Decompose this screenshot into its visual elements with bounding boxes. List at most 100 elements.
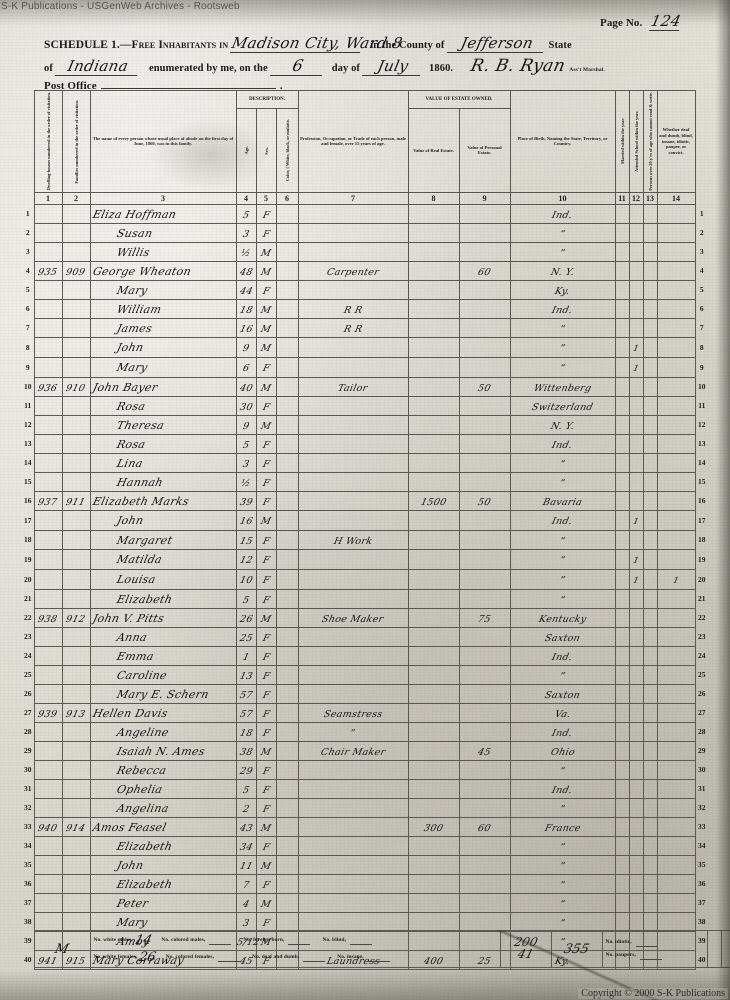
cell-illiterate[interactable] xyxy=(642,835,658,856)
cell-sex[interactable]: F xyxy=(255,471,277,492)
cell-age[interactable]: ½ xyxy=(235,241,257,262)
cell-sex[interactable]: F xyxy=(255,797,277,818)
cell-personal-estate[interactable] xyxy=(458,873,511,894)
cell-sex[interactable]: F xyxy=(255,356,277,378)
cell-married[interactable] xyxy=(614,336,630,358)
cell-school[interactable] xyxy=(628,911,644,932)
cell-married[interactable] xyxy=(614,414,630,435)
cell-dwelling[interactable] xyxy=(33,241,63,262)
cell-sex[interactable]: F xyxy=(255,568,277,590)
cell-color[interactable] xyxy=(275,433,299,454)
cell-school[interactable] xyxy=(628,241,644,262)
cell-family[interactable] xyxy=(61,336,91,358)
cell-family[interactable] xyxy=(61,911,91,932)
cell-illiterate[interactable] xyxy=(642,740,658,761)
cell-school[interactable] xyxy=(628,664,644,685)
cell-name[interactable]: Mary xyxy=(89,911,237,932)
cell-real-estate[interactable] xyxy=(407,854,460,875)
cell-age[interactable]: 16 xyxy=(235,317,257,338)
cell-personal-estate[interactable]: 60 xyxy=(458,816,511,837)
cell-birthplace[interactable]: ” xyxy=(509,797,616,818)
cell-married[interactable] xyxy=(614,797,630,818)
cell-name[interactable]: Emma xyxy=(89,645,237,666)
cell-age[interactable]: 39 xyxy=(235,490,257,511)
cell-school[interactable] xyxy=(628,721,644,742)
cell-dwelling[interactable] xyxy=(33,433,63,454)
cell-dwelling[interactable] xyxy=(33,645,63,666)
cell-name[interactable]: Angelina xyxy=(89,797,237,818)
cell-color[interactable] xyxy=(275,490,299,511)
cell-occupation[interactable] xyxy=(297,222,409,243)
table-row[interactable]: 4 935 909 George Wheaton 48 M Carpenter 60 N. Y.… xyxy=(22,260,708,281)
cell-occupation[interactable] xyxy=(297,241,409,262)
cell-sex[interactable]: F xyxy=(255,778,277,799)
cell-birthplace[interactable]: ” xyxy=(509,588,616,609)
cell-color[interactable] xyxy=(275,683,299,704)
cell-illiterate[interactable] xyxy=(642,626,658,647)
cell-color[interactable] xyxy=(275,797,299,818)
cell-occupation[interactable] xyxy=(297,395,409,416)
cell-color[interactable] xyxy=(275,509,299,531)
cell-sex[interactable]: M xyxy=(255,509,277,531)
cell-color[interactable] xyxy=(275,548,299,570)
cell-infirmity[interactable] xyxy=(656,241,696,262)
cell-married[interactable] xyxy=(614,279,630,300)
cell-infirmity[interactable] xyxy=(656,222,696,243)
table-row[interactable]: 17 John 16 M Ind. 1 17 xyxy=(22,509,708,531)
cell-birthplace[interactable]: ” xyxy=(509,835,616,856)
cell-age[interactable]: 9 xyxy=(235,414,257,435)
cell-family[interactable] xyxy=(61,797,91,818)
cell-name[interactable]: Susan xyxy=(89,222,237,243)
cell-age[interactable]: 29 xyxy=(235,759,257,780)
cell-name[interactable]: Lina xyxy=(89,452,237,473)
cell-dwelling[interactable] xyxy=(33,568,63,590)
cell-illiterate[interactable] xyxy=(642,222,658,243)
cell-sex[interactable]: F xyxy=(255,702,277,723)
cell-occupation[interactable] xyxy=(297,588,409,609)
cell-name[interactable]: Elizabeth Marks xyxy=(89,490,237,511)
cell-dwelling[interactable] xyxy=(33,778,63,799)
cell-sex[interactable]: F xyxy=(255,222,277,243)
cell-sex[interactable]: F xyxy=(255,683,277,704)
cell-illiterate[interactable] xyxy=(642,203,658,224)
cell-occupation[interactable] xyxy=(297,471,409,492)
cell-personal-estate[interactable] xyxy=(458,797,511,818)
table-row[interactable]: 21 Elizabeth 5 F ” 21 xyxy=(22,588,708,609)
cell-sex[interactable]: F xyxy=(255,588,277,609)
cell-name[interactable]: John xyxy=(89,336,237,358)
cell-school[interactable] xyxy=(628,490,644,511)
cell-real-estate[interactable] xyxy=(407,241,460,262)
cell-illiterate[interactable] xyxy=(642,778,658,799)
cell-personal-estate[interactable] xyxy=(458,759,511,780)
cell-age[interactable]: 13 xyxy=(235,664,257,685)
cell-family[interactable] xyxy=(61,759,91,780)
cell-real-estate[interactable] xyxy=(407,260,460,281)
cell-real-estate[interactable] xyxy=(407,298,460,319)
cell-infirmity[interactable] xyxy=(656,854,696,875)
cell-color[interactable] xyxy=(275,568,299,590)
cell-illiterate[interactable] xyxy=(642,241,658,262)
cell-real-estate[interactable] xyxy=(407,740,460,761)
cell-occupation[interactable] xyxy=(297,626,409,647)
cell-infirmity[interactable] xyxy=(656,816,696,837)
cell-color[interactable] xyxy=(275,835,299,856)
cell-real-estate[interactable] xyxy=(407,797,460,818)
cell-school[interactable] xyxy=(628,740,644,761)
cell-dwelling[interactable] xyxy=(33,588,63,609)
cell-age[interactable]: 5 xyxy=(235,778,257,799)
cell-birthplace[interactable]: ” xyxy=(509,317,616,338)
cell-age[interactable]: 16 xyxy=(235,509,257,531)
cell-age[interactable]: 5 xyxy=(235,588,257,609)
cell-occupation[interactable] xyxy=(297,414,409,435)
cell-age[interactable]: 44 xyxy=(235,279,257,300)
cell-color[interactable] xyxy=(275,645,299,666)
cell-age[interactable]: 18 xyxy=(235,298,257,319)
cell-personal-estate[interactable] xyxy=(458,241,511,262)
cell-family[interactable]: 909 xyxy=(61,260,91,281)
cell-dwelling[interactable]: 938 xyxy=(33,607,63,628)
cell-illiterate[interactable] xyxy=(642,873,658,894)
cell-name[interactable]: Mary xyxy=(89,356,237,378)
cell-infirmity[interactable] xyxy=(656,911,696,932)
cell-birthplace[interactable]: ” xyxy=(509,222,616,243)
cell-personal-estate[interactable] xyxy=(458,683,511,704)
